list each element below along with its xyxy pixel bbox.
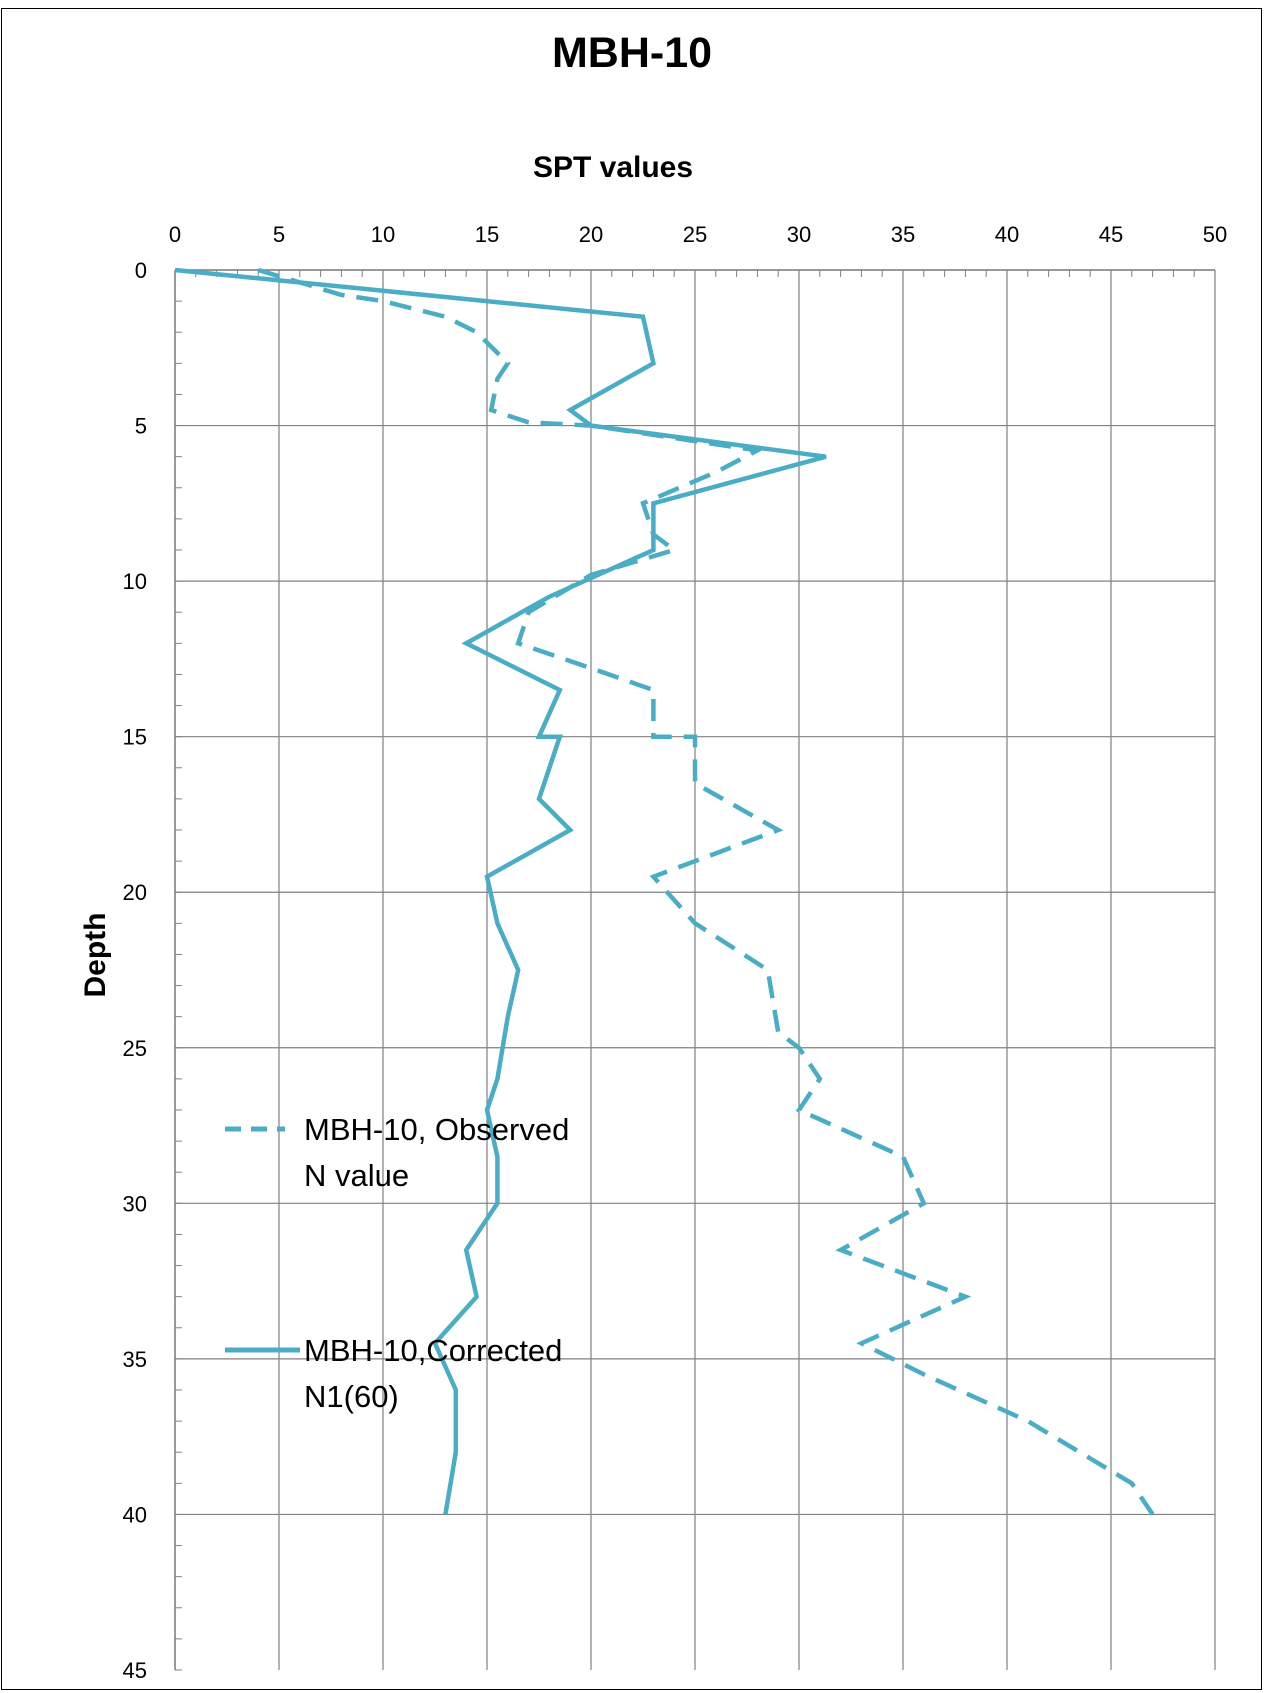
x-tick-labels: 0 5 10 15 20 25 30 35 40 45 50: [169, 222, 1227, 247]
y-tick-label: 35: [123, 1347, 147, 1372]
chart-frame: [1, 8, 1262, 1690]
x-tick-label: 50: [1203, 222, 1227, 247]
y-axis-title: Depth: [79, 913, 112, 998]
grid-layer: [174, 269, 1216, 1671]
series-layer: [174, 267, 1155, 1516]
legend-corrected-label-line2: N1(60): [304, 1379, 399, 1414]
series-observed-line: [257, 267, 1155, 1516]
x-tick-label: 15: [475, 222, 499, 247]
y-tick-label: 5: [135, 414, 147, 439]
y-tick-label: 30: [123, 1191, 147, 1216]
x-tick-label: 25: [683, 222, 707, 247]
y-tick-label: 25: [123, 1036, 147, 1061]
x-tick-label: 40: [995, 222, 1019, 247]
y-tick-label: 40: [123, 1502, 147, 1527]
y-tick-label: 0: [135, 258, 147, 283]
y-tick-labels: 0 5 10 15 20 25 30 35 40 45: [123, 258, 147, 1683]
legend-corrected-label-line1: MBH-10,Corrected: [304, 1333, 562, 1368]
y-tick-label: 20: [123, 880, 147, 905]
x-tick-label: 20: [579, 222, 603, 247]
legend-observed-label-line2: N value: [304, 1158, 409, 1193]
y-tick-label: 15: [123, 725, 147, 750]
legend: MBH-10, Observed N value MBH-10,Correcte…: [225, 1112, 569, 1414]
x-tick-label: 30: [787, 222, 811, 247]
x-tick-label: 0: [169, 222, 181, 247]
chart-title: MBH-10: [552, 29, 712, 77]
legend-observed-label-line1: MBH-10, Observed: [304, 1112, 569, 1147]
series-corrected-line: [174, 267, 827, 1515]
y-tick-label: 10: [123, 569, 147, 594]
x-tick-label: 35: [891, 222, 915, 247]
x-tick-label: 10: [371, 222, 395, 247]
x-tick-label: 5: [273, 222, 285, 247]
y-tick-label: 45: [123, 1658, 147, 1683]
x-tick-label: 45: [1099, 222, 1123, 247]
x-axis-title: SPT values: [533, 151, 693, 184]
